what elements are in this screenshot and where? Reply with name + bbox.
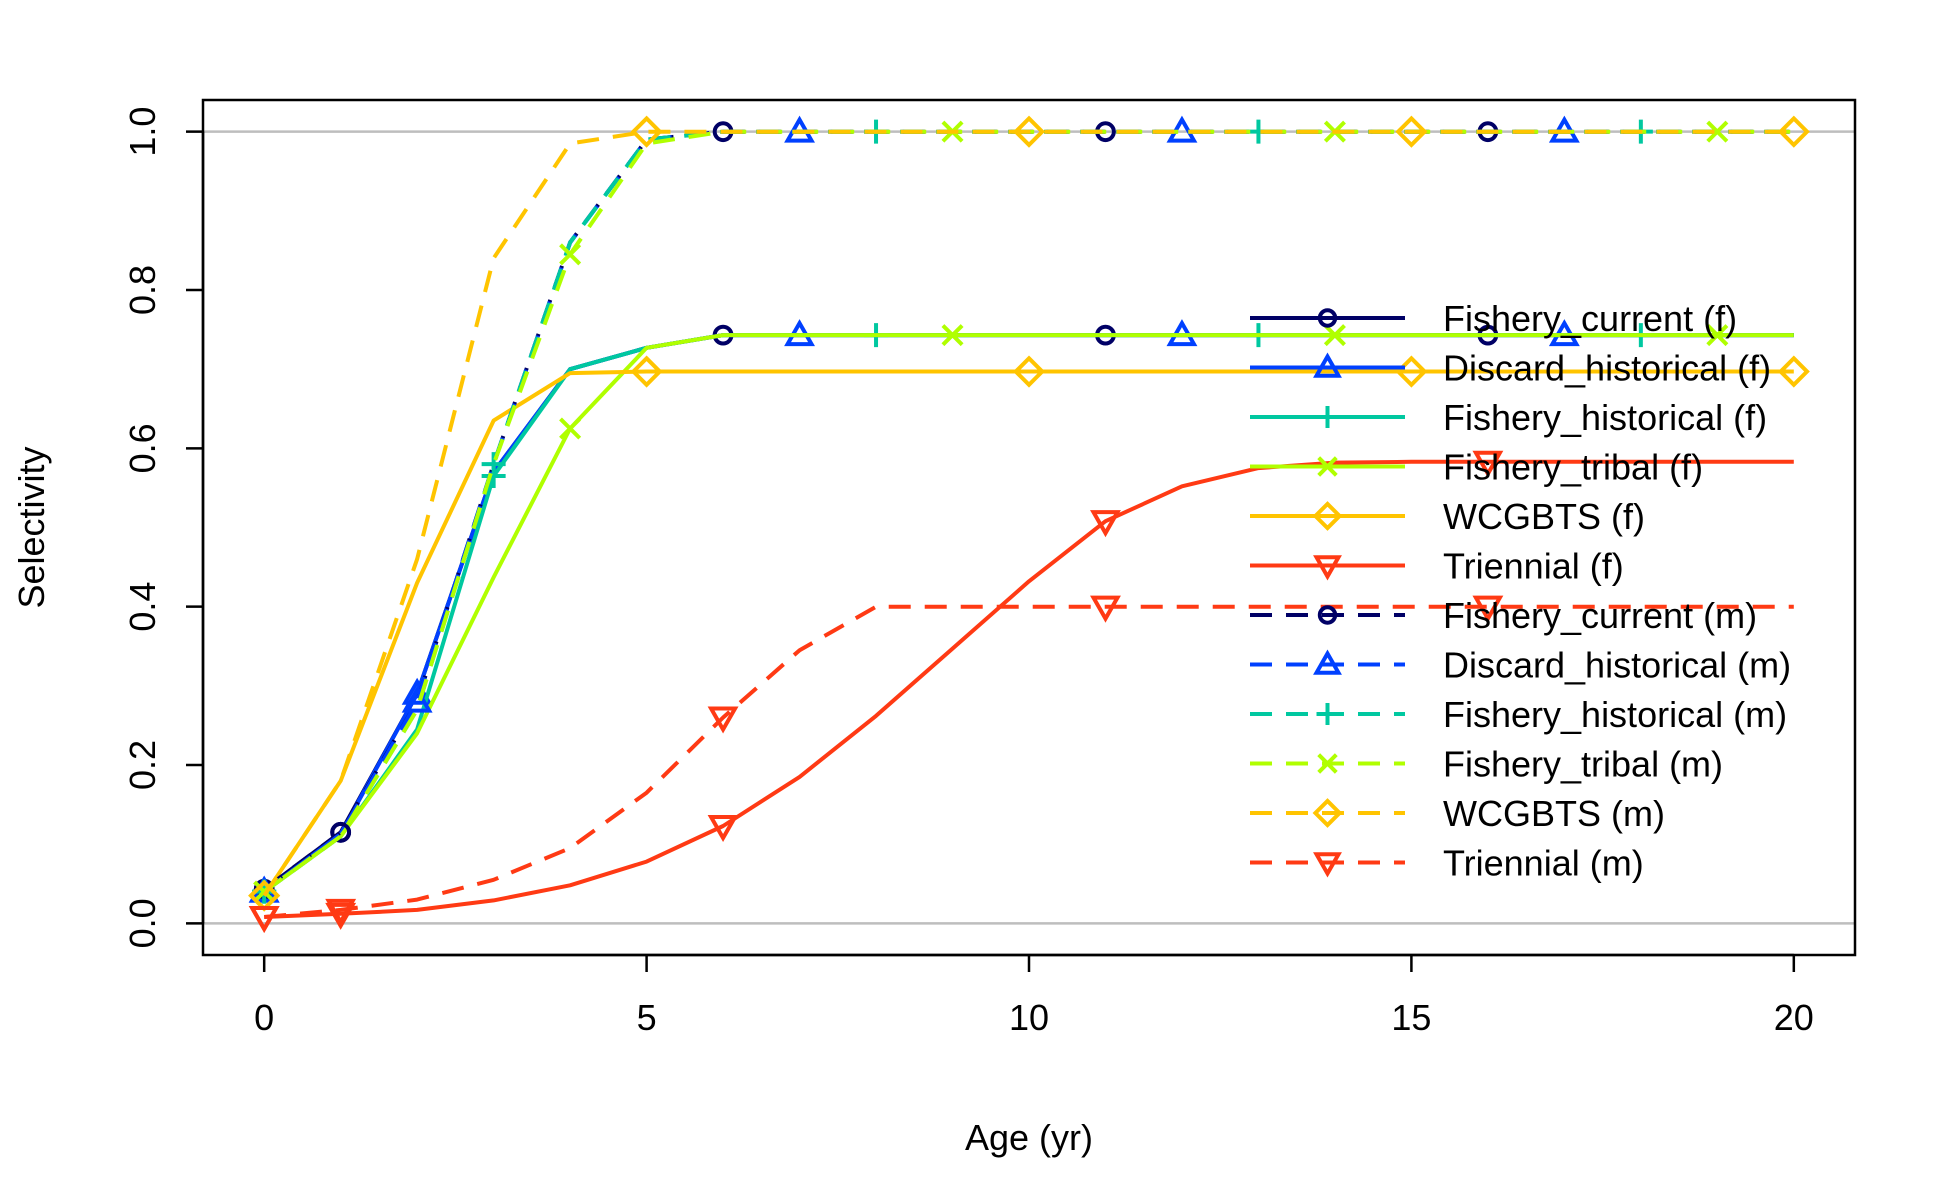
diamond-marker	[1012, 115, 1046, 148]
legend-item: Fishery_current (m)	[1250, 595, 1757, 636]
triangle-down-marker	[707, 706, 739, 734]
circle-marker	[330, 821, 352, 843]
legend-label: Discard_historical (m)	[1443, 645, 1791, 686]
cross-marker	[559, 243, 582, 266]
legend-label: Fishery_historical (m)	[1443, 694, 1787, 735]
x-tick-label: 15	[1391, 997, 1431, 1038]
circle-marker	[1317, 308, 1338, 328]
cross-marker	[1706, 120, 1729, 143]
cross-marker	[1317, 753, 1338, 774]
legend-item: WCGBTS (m)	[1250, 793, 1665, 834]
diamond-marker	[1777, 355, 1810, 388]
x-axis-label: Age (yr)	[965, 1117, 1093, 1158]
series-10	[248, 115, 1810, 912]
series-line	[262, 129, 1794, 897]
legend-item: Fishery_tribal (m)	[1250, 744, 1723, 785]
triangle-down-marker	[325, 898, 357, 926]
diamond-marker	[630, 355, 663, 388]
triangle-down-marker	[1313, 555, 1342, 581]
cross-marker	[1323, 324, 1346, 347]
y-tick-label: 0.6	[122, 423, 163, 473]
x-tick-label: 0	[254, 997, 274, 1038]
legend-label: WCGBTS (f)	[1443, 496, 1645, 537]
y-axis: 0.0 0.2 0.4 0.6 0.8 1.0	[122, 107, 205, 948]
legend-label: Fishery_tribal (m)	[1443, 744, 1723, 785]
y-tick-label: 1.0	[122, 107, 163, 157]
legend: Fishery_current (f) Discard_historical (f…	[1250, 298, 1791, 884]
triangle-marker	[1313, 649, 1342, 675]
legend-label: Triennial (m)	[1443, 843, 1644, 884]
legend-label: WCGBTS (m)	[1443, 793, 1665, 834]
legend-item: Fishery_historical (f)	[1250, 397, 1767, 438]
x-axis: 0 5 10 15 20	[254, 953, 1814, 1038]
triangle-down-marker	[1090, 595, 1121, 623]
plus-marker	[481, 452, 506, 477]
legend-item: Discard_historical (m)	[1250, 645, 1791, 686]
triangle-marker	[401, 685, 433, 713]
series-line	[262, 369, 1794, 897]
legend-label: Fishery_tribal (f)	[1443, 447, 1703, 488]
y-axis-label: Selectivity	[11, 446, 52, 608]
x-tick-label: 20	[1774, 997, 1814, 1038]
triangle-marker	[1313, 352, 1342, 378]
triangle-down-marker	[707, 814, 739, 842]
y-tick-label: 0.4	[122, 582, 163, 632]
triangle-down-marker	[1472, 595, 1504, 623]
x-tick-label: 5	[637, 997, 657, 1038]
y-tick-label: 0.0	[122, 898, 163, 948]
diamond-marker	[1395, 115, 1428, 148]
x-tick-label: 10	[1009, 997, 1049, 1038]
series-line	[264, 604, 1794, 919]
series-line	[264, 459, 1794, 919]
triangle-down-marker	[1472, 450, 1504, 478]
plus-marker	[1316, 406, 1339, 428]
legend-label: Fishery_current (m)	[1443, 595, 1757, 636]
diamond-marker	[1777, 115, 1810, 148]
diamond-marker	[1312, 501, 1343, 531]
diamond-marker	[1312, 798, 1343, 828]
legend-label: Triennial (f)	[1443, 546, 1624, 587]
y-tick-label: 0.2	[122, 740, 163, 790]
legend-item: Fishery_historical (m)	[1250, 694, 1787, 735]
triangle-down-marker	[1313, 852, 1342, 878]
cross-marker	[1317, 456, 1338, 477]
diamond-marker	[630, 115, 663, 148]
legend-label: Discard_historical (f)	[1443, 348, 1771, 389]
legend-item: WCGBTS (f)	[1250, 496, 1645, 537]
triangle-down-marker	[248, 906, 280, 934]
series-11	[248, 595, 1794, 934]
legend-item: Triennial (m)	[1250, 843, 1644, 884]
triangle-down-marker	[1090, 510, 1121, 538]
cross-marker	[1706, 324, 1729, 347]
cross-marker	[559, 417, 582, 440]
legend-item: Discard_historical (f)	[1250, 348, 1771, 389]
legend-item: Fishery_current (f)	[1250, 298, 1737, 339]
plus-marker	[1316, 703, 1339, 725]
circle-marker	[1317, 605, 1338, 625]
legend-item: Fishery_tribal (f)	[1250, 447, 1703, 488]
legend-item: Triennial (f)	[1250, 546, 1624, 587]
legend-label: Fishery_current (f)	[1443, 298, 1737, 339]
series-layer	[248, 115, 1810, 934]
y-tick-label: 0.8	[122, 265, 163, 315]
series-line	[263, 333, 1794, 894]
legend-label: Fishery_historical (f)	[1443, 397, 1767, 438]
diamond-marker	[1012, 355, 1046, 388]
cross-marker	[941, 324, 964, 347]
